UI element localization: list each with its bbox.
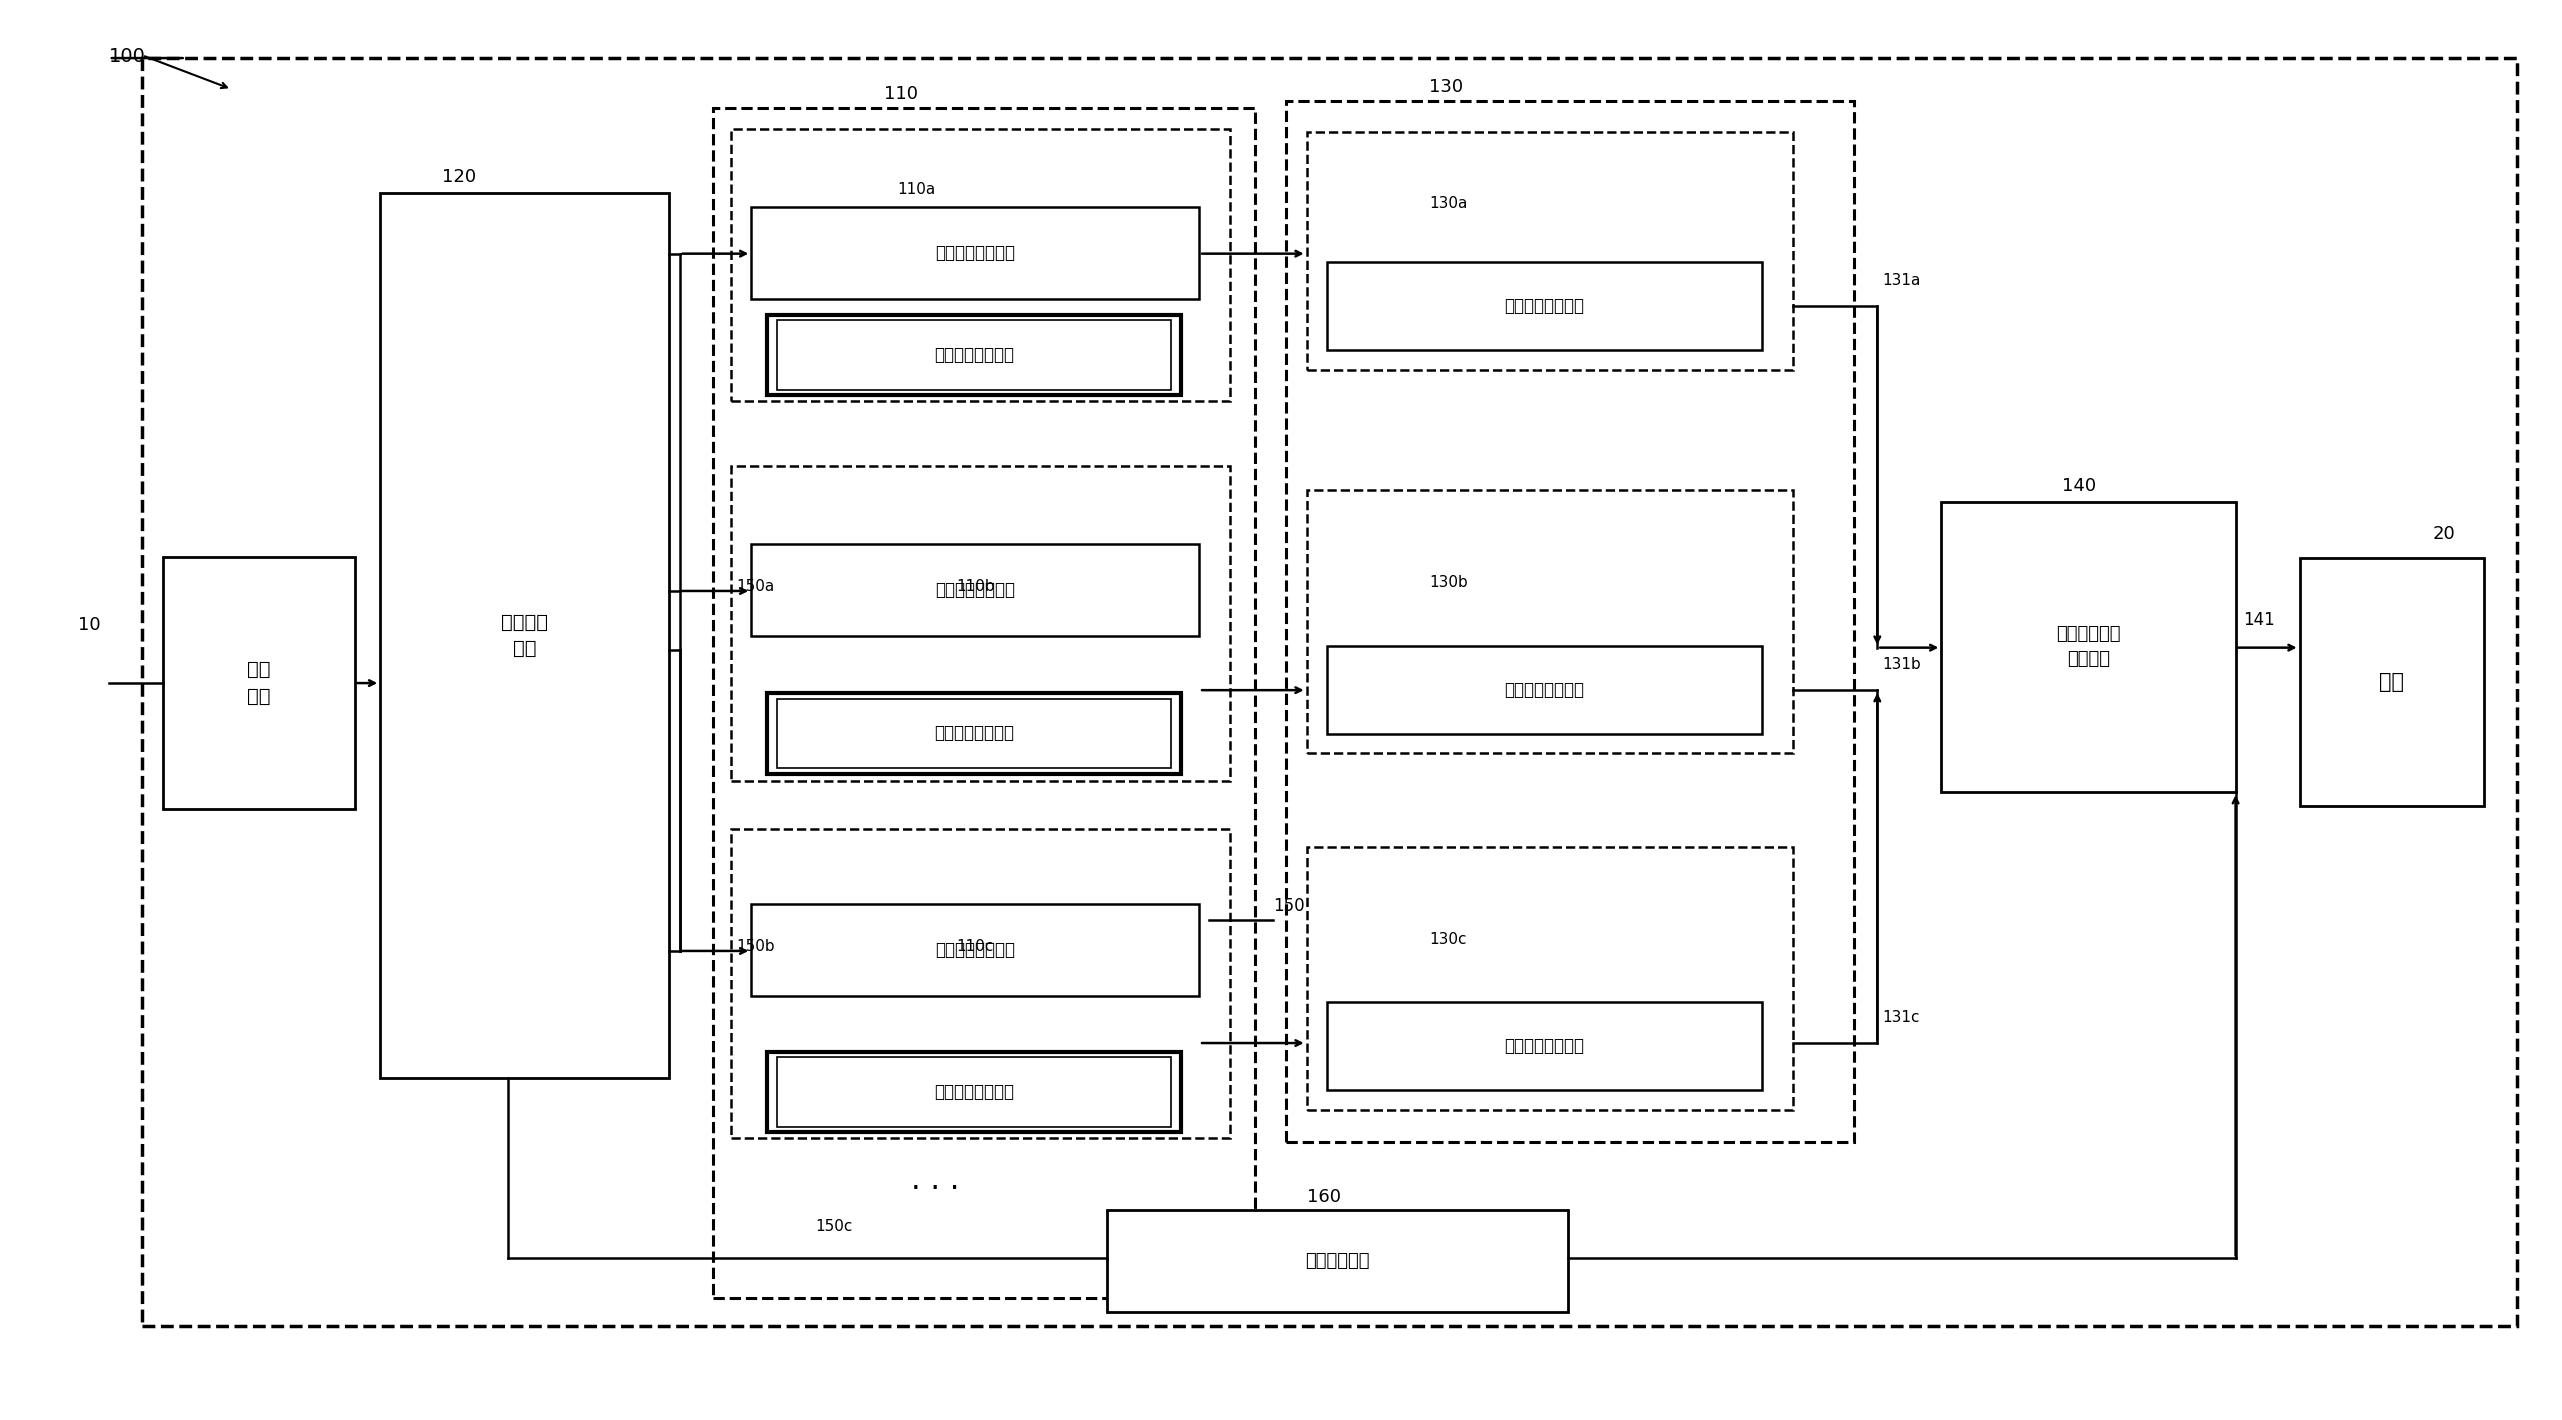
Text: 130c: 130c <box>1430 932 1468 947</box>
Text: 141: 141 <box>2244 611 2275 629</box>
Text: 110c: 110c <box>956 939 994 954</box>
Bar <box>1327 263 1763 349</box>
Bar <box>712 108 1255 1298</box>
Bar <box>1307 490 1793 753</box>
Text: 第三电流控制电路: 第三电流控制电路 <box>935 1083 1015 1100</box>
Text: 120: 120 <box>441 168 477 186</box>
Bar <box>766 315 1181 395</box>
Bar <box>730 466 1230 781</box>
Text: 100: 100 <box>108 47 146 65</box>
Bar <box>141 58 2516 1326</box>
Text: 第一电流发生电路: 第一电流发生电路 <box>935 244 1015 261</box>
Bar <box>1327 1003 1763 1089</box>
Text: 150: 150 <box>1273 897 1304 916</box>
Text: 数据处理单元: 数据处理单元 <box>1304 1252 1371 1271</box>
Text: 110a: 110a <box>897 182 935 197</box>
Bar <box>1307 132 1793 369</box>
Bar <box>730 829 1230 1137</box>
Text: 110b: 110b <box>956 579 994 594</box>
Text: 第一电流感测电路: 第一电流感测电路 <box>1504 297 1586 315</box>
Text: 第二电流发生电路: 第二电流发生电路 <box>935 581 1015 599</box>
Bar <box>776 321 1171 389</box>
Text: 130: 130 <box>1430 78 1463 97</box>
Bar <box>1107 1210 1568 1312</box>
Text: 10: 10 <box>79 616 100 633</box>
Text: 160: 160 <box>1307 1189 1340 1206</box>
Text: 130b: 130b <box>1430 575 1468 589</box>
Bar <box>751 905 1199 997</box>
Text: 130a: 130a <box>1430 196 1468 212</box>
Text: 140: 140 <box>2062 477 2096 494</box>
Bar <box>766 693 1181 774</box>
Text: 第二电流感测
电路单元: 第二电流感测 电路单元 <box>2057 625 2121 669</box>
Text: 20: 20 <box>2434 525 2454 542</box>
Text: 电源
单元: 电源 单元 <box>246 660 272 706</box>
Text: 131c: 131c <box>1883 1010 1919 1025</box>
Bar <box>776 1058 1171 1126</box>
Text: 电池: 电池 <box>2380 672 2403 693</box>
Bar <box>2301 558 2483 807</box>
Text: 第二电流感测电路: 第二电流感测电路 <box>1504 682 1586 699</box>
Bar <box>766 1052 1181 1132</box>
Text: 110: 110 <box>884 85 917 104</box>
Text: 第三电流发生电路: 第三电流发生电路 <box>935 941 1015 960</box>
Text: 131a: 131a <box>1883 273 1922 288</box>
Text: 150c: 150c <box>815 1220 853 1234</box>
Bar <box>751 207 1199 300</box>
Text: 150b: 150b <box>735 939 774 954</box>
Bar <box>776 699 1171 768</box>
Bar <box>730 129 1230 400</box>
Text: 第三电流感测电路: 第三电流感测电路 <box>1504 1037 1586 1055</box>
Bar <box>1286 101 1855 1142</box>
Bar <box>161 557 354 809</box>
Bar <box>751 544 1199 636</box>
Bar <box>1327 646 1763 734</box>
Text: 150a: 150a <box>735 579 774 594</box>
Bar <box>1942 501 2237 792</box>
Text: 功率传输
单元: 功率传输 单元 <box>502 613 548 659</box>
Text: . . .: . . . <box>912 1166 961 1196</box>
Text: 第二电流控制电路: 第二电流控制电路 <box>935 724 1015 743</box>
Bar <box>379 193 669 1078</box>
Bar <box>1307 848 1793 1109</box>
Text: 第一电流控制电路: 第一电流控制电路 <box>935 346 1015 364</box>
Text: 131b: 131b <box>1883 656 1922 672</box>
